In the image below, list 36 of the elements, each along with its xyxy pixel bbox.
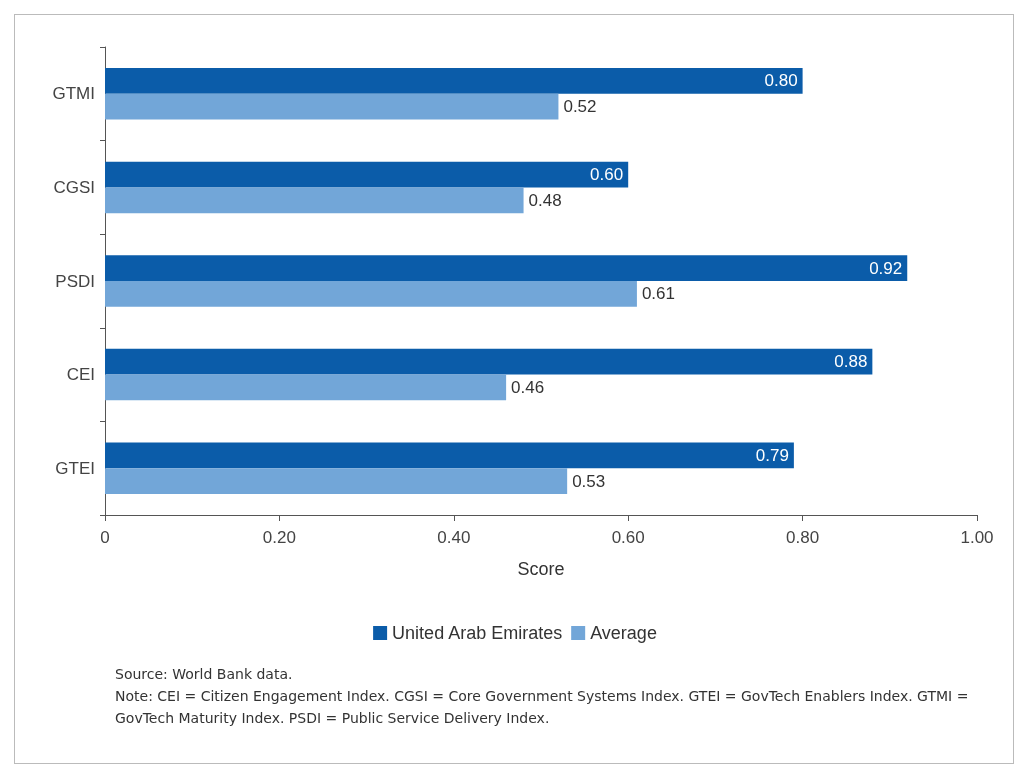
- data-label: 0.61: [641, 284, 676, 304]
- y-tick-label: CGSI: [53, 177, 95, 197]
- bar: [105, 468, 568, 494]
- x-tick-label: 1.00: [960, 528, 994, 547]
- x-axis-title: Score: [517, 559, 565, 579]
- x-tick-label: 0: [100, 528, 110, 547]
- data-label: 0.92: [869, 258, 903, 278]
- data-label: 0.52: [563, 97, 597, 117]
- y-tick-label: GTMI: [52, 84, 95, 104]
- bar: [105, 93, 559, 120]
- data-label: 0.60: [590, 165, 624, 185]
- data-label: 0.88: [834, 352, 868, 372]
- bar: [105, 68, 803, 94]
- text: Note: CEI = Citizen Engagement Index. CGSI = Core Government Systems Index. GTEI = GovTech Enablers Index. GTMI = GovTech Maturity Index. PSDI = Public Service Delivery Index.: [115, 687, 970, 728]
- data-label: 0.46: [511, 377, 545, 397]
- x-tick-label: 0.80: [786, 528, 820, 547]
- bar: [105, 348, 873, 375]
- data-label: 0.80: [764, 71, 798, 91]
- bar: [105, 442, 794, 469]
- data-label: 0.79: [755, 445, 789, 465]
- legend-label: Average: [590, 623, 657, 643]
- source-note: Source: World Bank data.: [115, 665, 294, 684]
- x-tick-label: 0.40: [437, 528, 471, 547]
- bar: [105, 374, 507, 401]
- bar: [105, 255, 908, 281]
- x-tick-label: 0.60: [611, 528, 645, 547]
- bar: [105, 161, 629, 188]
- bar: [105, 281, 637, 307]
- y-tick-label: PSDI: [55, 271, 95, 291]
- y-tick-label: CEI: [66, 365, 95, 385]
- y-tick-label: GTEI: [55, 458, 95, 478]
- x-tick-label: 0.20: [262, 528, 296, 547]
- data-label: 0.53: [572, 471, 606, 491]
- data-label: 0.48: [528, 190, 562, 210]
- legend-label: United Arab Emirates: [392, 623, 563, 643]
- bar: [105, 187, 524, 214]
